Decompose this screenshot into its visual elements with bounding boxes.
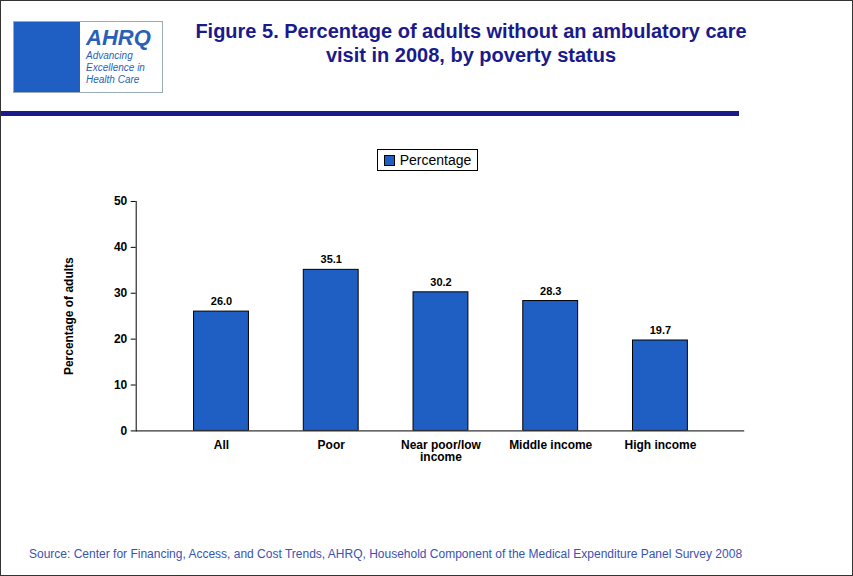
- svg-text:Near poor/lowincome: Near poor/lowincome: [401, 438, 481, 464]
- svg-text:26.0: 26.0: [211, 295, 232, 307]
- svg-text:All: All: [214, 438, 229, 452]
- svg-text:Percentage of adults: Percentage of adults: [62, 257, 76, 375]
- svg-text:30: 30: [114, 286, 128, 300]
- svg-text:30.2: 30.2: [430, 276, 451, 288]
- svg-text:35.1: 35.1: [321, 253, 342, 265]
- html-text:Advancing Excellence in Health: Advancing Excellence in Health Care: [86, 50, 145, 85]
- svg-text:50: 50: [114, 194, 128, 208]
- html-text:Source: Center for Financing,: Source: Center for Financing, Access, an…: [29, 547, 743, 561]
- svg-text:40: 40: [114, 240, 128, 254]
- svg-text:20: 20: [114, 332, 128, 346]
- html-text:Percentage: Percentage: [399, 152, 472, 168]
- svg-text:High income: High income: [625, 438, 697, 452]
- svg-text:19.7: 19.7: [650, 324, 671, 336]
- svg-text:Poor: Poor: [318, 438, 346, 452]
- svg-text:Middle income: Middle income: [509, 438, 592, 452]
- svg-text:10: 10: [114, 378, 128, 392]
- html-text:AHRQ: AHRQ: [86, 25, 151, 50]
- svg-text:0: 0: [121, 424, 128, 438]
- svg-text:28.3: 28.3: [540, 285, 561, 297]
- html-text:Figure 5. Percentage of adults: Figure 5. Percentage of adults without a…: [195, 20, 747, 66]
